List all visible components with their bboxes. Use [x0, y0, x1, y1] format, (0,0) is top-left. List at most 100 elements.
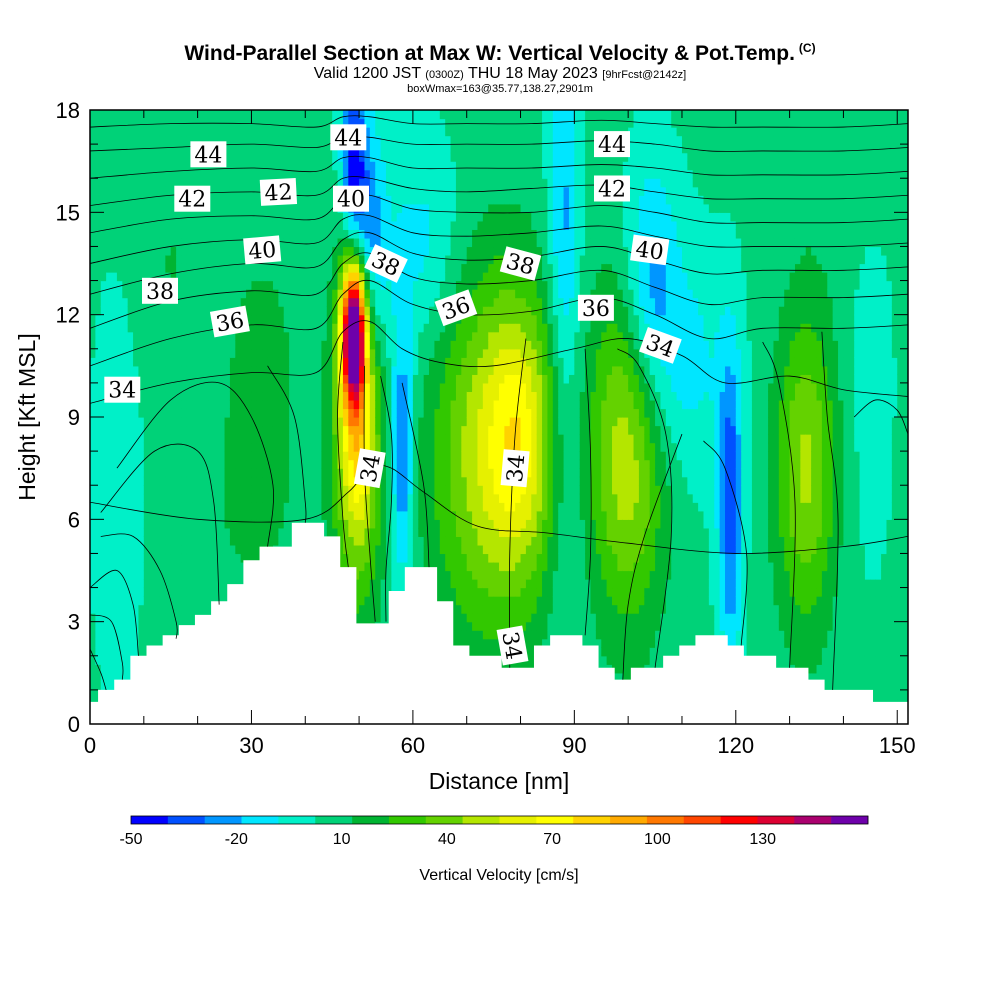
velocity-cell	[267, 348, 274, 358]
velocity-cell	[149, 502, 156, 512]
velocity-cell	[434, 254, 441, 265]
velocity-cell	[127, 587, 134, 597]
velocity-cell	[256, 348, 263, 358]
velocity-cell	[133, 553, 140, 563]
velocity-cell	[423, 323, 430, 333]
velocity-cell	[90, 195, 96, 205]
velocity-cell	[439, 476, 446, 486]
velocity-cell	[122, 280, 129, 290]
velocity-cell	[95, 289, 102, 299]
velocity-cell	[95, 664, 102, 674]
velocity-cell	[412, 459, 419, 469]
velocity-cell	[369, 434, 376, 444]
velocity-cell	[186, 331, 193, 341]
velocity-cell	[256, 178, 263, 188]
velocity-cell	[321, 434, 328, 444]
velocity-cell	[310, 408, 317, 418]
velocity-cell	[321, 135, 328, 145]
velocity-cell	[445, 391, 452, 401]
velocity-cell	[364, 178, 371, 188]
velocity-cell	[127, 365, 134, 375]
velocity-cell	[229, 110, 236, 120]
velocity-cell	[116, 417, 123, 427]
velocity-cell	[133, 289, 140, 299]
velocity-cell	[445, 442, 452, 452]
velocity-cell	[418, 110, 425, 120]
velocity-cell	[170, 425, 177, 435]
velocity-cell	[332, 365, 339, 375]
velocity-cell	[342, 434, 349, 444]
velocity-cell	[348, 399, 355, 410]
velocity-cell	[380, 604, 387, 614]
velocity-cell	[159, 374, 166, 384]
velocity-cell	[369, 135, 376, 145]
velocity-cell	[402, 425, 409, 435]
velocity-cell	[208, 365, 215, 375]
velocity-cell	[380, 357, 387, 367]
velocity-cell	[235, 382, 242, 393]
velocity-cell	[283, 434, 290, 444]
velocity-cell	[235, 169, 242, 179]
velocity-cell	[127, 527, 134, 537]
velocity-cell	[127, 630, 134, 640]
velocity-cell	[364, 254, 371, 265]
velocity-cell	[186, 220, 193, 230]
velocity-cell	[235, 348, 242, 358]
velocity-cell	[122, 672, 129, 682]
velocity-cell	[176, 442, 183, 452]
velocity-cell	[159, 144, 166, 154]
velocity-cell	[154, 417, 161, 427]
velocity-cell	[332, 451, 339, 461]
velocity-cell	[111, 323, 118, 333]
velocity-cell	[159, 570, 166, 580]
velocity-cell	[95, 382, 102, 393]
velocity-cell	[402, 485, 409, 495]
velocity-cell	[159, 434, 166, 444]
velocity-cell	[235, 237, 242, 248]
velocity-cell	[396, 485, 403, 495]
velocity-cell	[181, 536, 188, 546]
velocity-cell	[116, 493, 123, 503]
velocity-cell	[165, 442, 172, 452]
velocity-cell	[154, 169, 161, 179]
velocity-cell	[106, 647, 113, 657]
velocity-cell	[342, 468, 349, 478]
velocity-cell	[251, 374, 258, 384]
velocity-cell	[326, 289, 333, 299]
velocity-cell	[391, 297, 398, 307]
velocity-cell	[385, 570, 392, 580]
velocity-cell	[181, 527, 188, 537]
velocity-cell	[385, 323, 392, 333]
velocity-cell	[165, 220, 172, 230]
velocity-cell	[246, 476, 253, 486]
velocity-cell	[353, 417, 360, 427]
velocity-cell	[359, 417, 366, 427]
velocity-cell	[256, 203, 263, 213]
velocity-cell	[208, 110, 215, 120]
velocity-cell	[192, 306, 199, 316]
velocity-cell	[149, 161, 156, 171]
velocity-cell	[246, 152, 253, 162]
velocity-cell	[423, 544, 430, 555]
velocity-cell	[122, 604, 129, 614]
velocity-cell	[251, 144, 258, 154]
velocity-cell	[122, 118, 129, 128]
velocity-cell	[439, 212, 446, 222]
velocity-cell	[90, 331, 96, 341]
velocity-cell	[267, 110, 274, 120]
velocity-cell	[450, 476, 457, 486]
velocity-cell	[299, 178, 306, 188]
velocity-cell	[138, 570, 145, 580]
velocity-cell	[369, 169, 376, 179]
velocity-cell	[289, 408, 296, 418]
velocity-cell	[116, 152, 123, 162]
velocity-cell	[235, 485, 242, 495]
velocity-cell	[122, 468, 129, 478]
velocity-cell	[439, 340, 446, 350]
velocity-cell	[197, 451, 204, 461]
velocity-cell	[213, 502, 220, 512]
velocity-cell	[450, 451, 457, 461]
velocity-cell	[359, 152, 366, 162]
velocity-cell	[127, 127, 134, 137]
velocity-cell	[321, 212, 328, 222]
